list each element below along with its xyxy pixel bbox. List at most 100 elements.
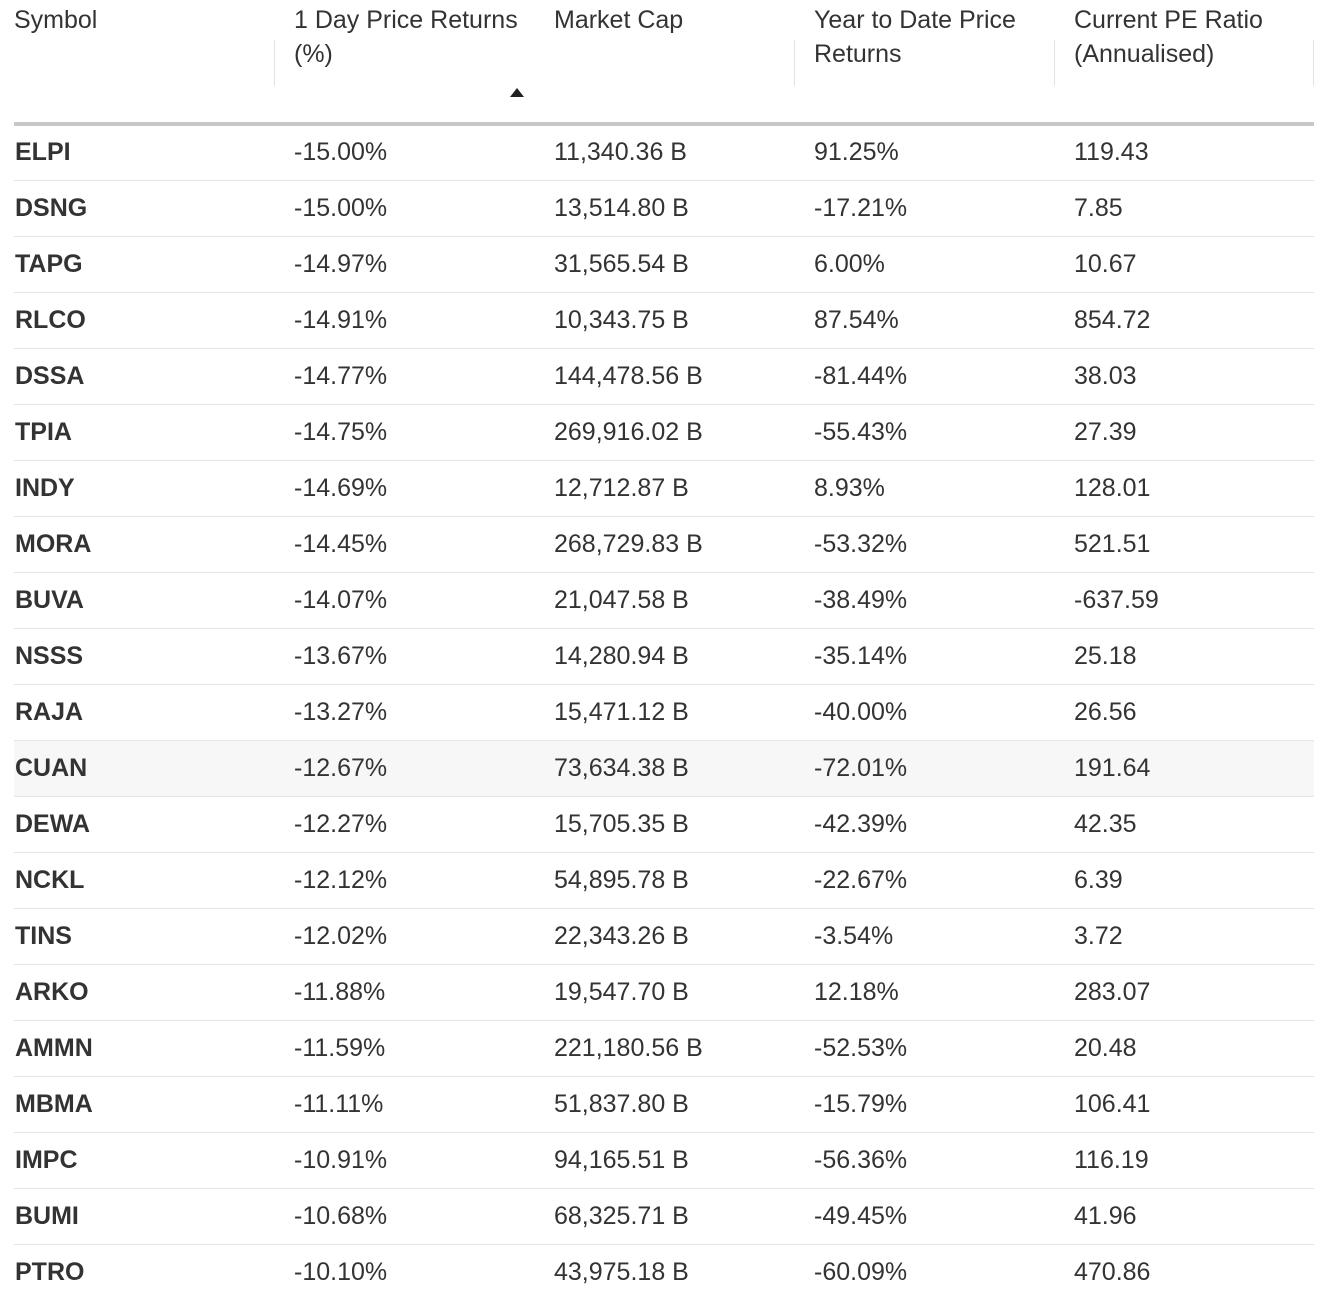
pe-ratio-cell: 106.41 [1054, 1076, 1314, 1133]
day-return-cell: -12.02% [274, 908, 534, 965]
symbol-cell[interactable]: PTRO [15, 1257, 85, 1286]
symbol-cell[interactable]: RLCO [14, 292, 274, 349]
table-body: ELPI -15.00% 11,340.36 B 91.25% 119.43 DSNG -1… [14, 124, 1314, 1300]
table-row[interactable]: RLCO -14.91% 10,343.75 B 87.54% 854.72 [14, 292, 1314, 349]
symbol-cell[interactable]: TPIA [14, 404, 274, 461]
ytd-return-cell: -40.00% [794, 684, 1054, 741]
ytd-return-cell: -72.01% [794, 740, 1054, 797]
symbol-cell[interactable]: AMMN [14, 1020, 274, 1077]
table-row[interactable]: BUMI -10.68% 68,325.71 B -49.45% 41.96 [14, 1188, 1314, 1245]
pe-ratio-cell: 470.86 [1074, 1257, 1151, 1286]
table-row[interactable]: INDY -14.69% 12,712.87 B 8.93% 128.01 [14, 460, 1314, 517]
symbol-cell[interactable]: INDY [14, 460, 274, 517]
column-divider [794, 40, 795, 86]
stock-table: Symbol 1 Day Price Returns (%) Market Ca… [14, 0, 1314, 1300]
day-return-cell: -12.27% [274, 796, 534, 853]
day-return-cell: -14.91% [274, 292, 534, 349]
column-header-day-return[interactable]: 1 Day Price Returns (%) [274, 0, 534, 126]
symbol-cell[interactable]: MORA [14, 516, 274, 573]
market-cap-cell: 54,895.78 B [534, 852, 794, 909]
column-header-market-cap[interactable]: Market Cap [534, 0, 794, 126]
table-row[interactable]: CUAN -12.67% 73,634.38 B -72.01% 191.64 [14, 740, 1314, 797]
ytd-return-cell: -49.45% [794, 1188, 1054, 1245]
table-row[interactable]: DEWA -12.27% 15,705.35 B -42.39% 42.35 [14, 796, 1314, 853]
symbol-cell[interactable]: TAPG [14, 236, 274, 293]
day-return-cell: -11.11% [274, 1076, 534, 1133]
symbol-cell[interactable]: MBMA [14, 1076, 274, 1133]
symbol-cell[interactable]: CUAN [14, 740, 274, 797]
column-header-ytd-return[interactable]: Year to Date Price Returns [794, 0, 1054, 126]
ytd-return-cell: -53.32% [794, 516, 1054, 573]
symbol-cell[interactable]: BUMI [14, 1188, 274, 1245]
table-row[interactable]: RAJA -13.27% 15,471.12 B -40.00% 26.56 [14, 684, 1314, 741]
day-return-cell: -15.00% [274, 124, 534, 181]
market-cap-cell: 10,343.75 B [534, 292, 794, 349]
pe-ratio-cell: 27.39 [1054, 404, 1314, 461]
column-header-pe-ratio[interactable]: Current PE Ratio (Annualised) [1054, 0, 1314, 126]
market-cap-cell: 19,547.70 B [534, 964, 794, 1021]
symbol-cell[interactable]: ARKO [14, 964, 274, 1021]
sort-ascending-icon[interactable] [510, 88, 524, 97]
table-row[interactable]: DSSA -14.77% 144,478.56 B -81.44% 38.03 [14, 348, 1314, 405]
ytd-return-cell: 91.25% [794, 124, 1054, 181]
day-return-cell: -15.00% [274, 180, 534, 237]
symbol-cell[interactable]: NCKL [14, 852, 274, 909]
symbol-cell[interactable]: DSSA [14, 348, 274, 405]
table-row[interactable]: ARKO -11.88% 19,547.70 B 12.18% 283.07 [14, 964, 1314, 1021]
symbol-cell[interactable]: TINS [14, 908, 274, 965]
table-row[interactable]: NSSS -13.67% 14,280.94 B -35.14% 25.18 [14, 628, 1314, 685]
pe-ratio-cell: 283.07 [1054, 964, 1314, 1021]
table-row[interactable]: TAPG -14.97% 31,565.54 B 6.00% 10.67 [14, 236, 1314, 293]
table-row[interactable]: TINS -12.02% 22,343.26 B -3.54% 3.72 [14, 908, 1314, 965]
ytd-return-cell: -15.79% [794, 1076, 1054, 1133]
table-row[interactable]: MBMA -11.11% 51,837.80 B -15.79% 106.41 [14, 1076, 1314, 1133]
market-cap-cell: 269,916.02 B [534, 404, 794, 461]
table-row[interactable]: ELPI -15.00% 11,340.36 B 91.25% 119.43 [14, 124, 1314, 181]
ytd-return-cell: -35.14% [794, 628, 1054, 685]
symbol-cell[interactable]: DSNG [14, 180, 274, 237]
market-cap-cell: 14,280.94 B [534, 628, 794, 685]
column-header-label: 1 Day Price Returns (%) [294, 6, 518, 68]
table-row[interactable]: AMMN -11.59% 221,180.56 B -52.53% 20.48 [14, 1020, 1314, 1077]
table-row[interactable]: PTRO -10.10% 43,975.18 B -60.09% 470.86 [14, 1244, 1314, 1300]
pe-ratio-cell: 854.72 [1054, 292, 1314, 349]
symbol-cell[interactable]: BUVA [14, 572, 274, 629]
table-row[interactable]: MORA -14.45% 268,729.83 B -53.32% 521.51 [14, 516, 1314, 573]
pe-ratio-cell: 191.64 [1054, 740, 1314, 797]
table-row[interactable]: IMPC -10.91% 94,165.51 B -56.36% 116.19 [14, 1132, 1314, 1189]
symbol-cell[interactable]: ELPI [14, 124, 274, 181]
symbol-cell[interactable]: NSSS [14, 628, 274, 685]
day-return-cell: -12.67% [274, 740, 534, 797]
table-row[interactable]: DSNG -15.00% 13,514.80 B -17.21% 7.85 [14, 180, 1314, 237]
market-cap-cell: 13,514.80 B [534, 180, 794, 237]
pe-ratio-cell: 6.39 [1054, 852, 1314, 909]
symbol-cell[interactable]: RAJA [14, 684, 274, 741]
market-cap-cell: 51,837.80 B [534, 1076, 794, 1133]
column-header-symbol[interactable]: Symbol [14, 0, 274, 126]
day-return-cell: -10.91% [274, 1132, 534, 1189]
day-return-cell: -14.45% [274, 516, 534, 573]
market-cap-cell: 15,471.12 B [534, 684, 794, 741]
symbol-cell[interactable]: DEWA [14, 796, 274, 853]
table-row[interactable]: NCKL -12.12% 54,895.78 B -22.67% 6.39 [14, 852, 1314, 909]
day-return-cell: -13.27% [274, 684, 534, 741]
day-return-cell: -14.07% [274, 572, 534, 629]
symbol-cell[interactable]: IMPC [14, 1132, 274, 1189]
market-cap-cell: 21,047.58 B [534, 572, 794, 629]
market-cap-cell: 31,565.54 B [534, 236, 794, 293]
pe-ratio-cell: 10.67 [1054, 236, 1314, 293]
column-divider [1313, 40, 1314, 86]
column-header-label: Symbol [14, 6, 98, 34]
pe-ratio-cell: 38.03 [1054, 348, 1314, 405]
table-row[interactable]: TPIA -14.75% 269,916.02 B -55.43% 27.39 [14, 404, 1314, 461]
ytd-return-cell: 87.54% [794, 292, 1054, 349]
pe-ratio-cell: 116.19 [1054, 1132, 1314, 1189]
day-return-cell: -11.59% [274, 1020, 534, 1077]
market-cap-cell: 12,712.87 B [534, 460, 794, 517]
pe-ratio-cell: 7.85 [1054, 180, 1314, 237]
market-cap-cell: 221,180.56 B [534, 1020, 794, 1077]
day-return-cell: -14.69% [274, 460, 534, 517]
day-return-cell: -12.12% [274, 852, 534, 909]
table-row[interactable]: BUVA -14.07% 21,047.58 B -38.49% -637.59 [14, 572, 1314, 629]
market-cap-cell: 11,340.36 B [534, 124, 794, 181]
